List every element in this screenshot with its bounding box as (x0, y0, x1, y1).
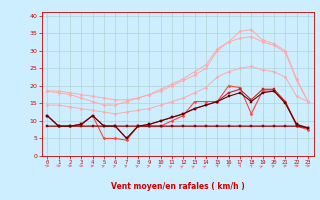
X-axis label: Vent moyen/en rafales ( km/h ): Vent moyen/en rafales ( km/h ) (111, 182, 244, 191)
